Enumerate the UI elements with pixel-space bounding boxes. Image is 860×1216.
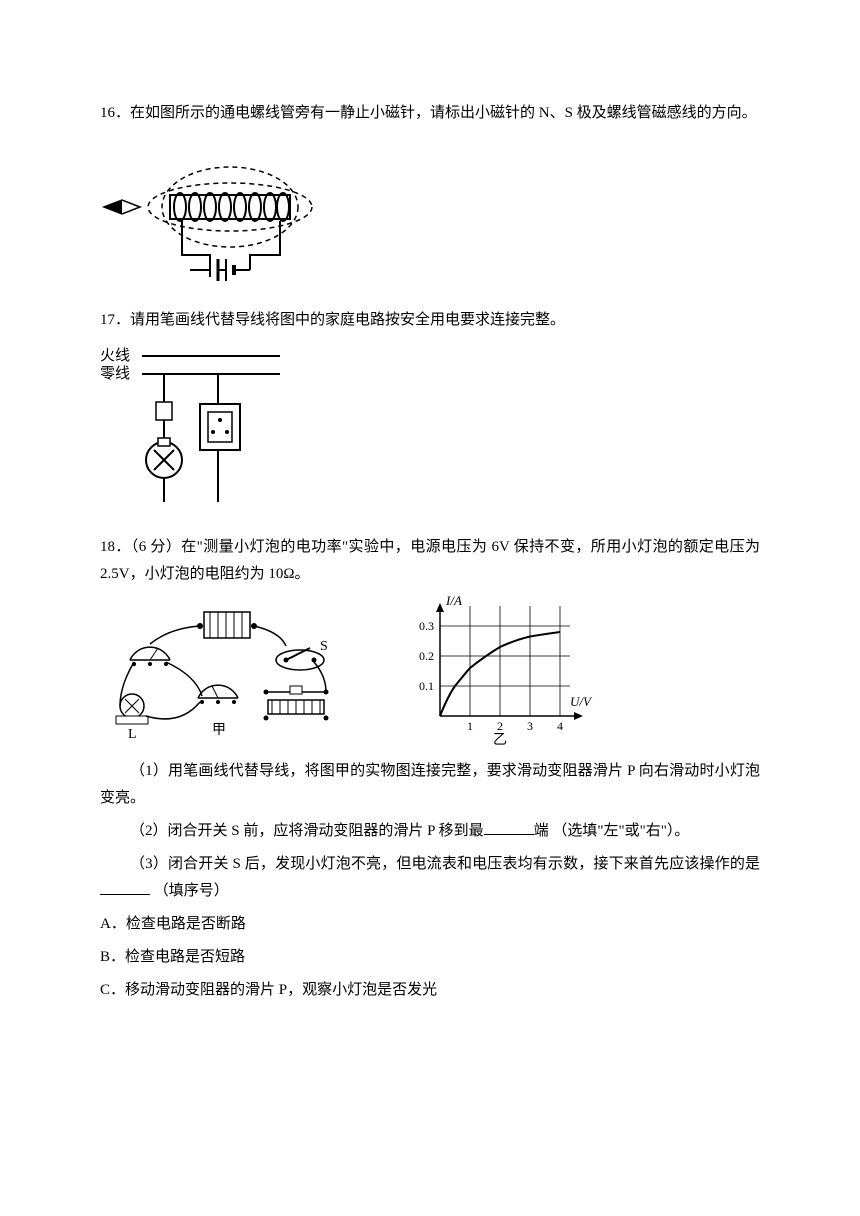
q16-text: 16．在如图所示的通电螺线管旁有一静止小磁针，请标出小磁针的 N、S 极及螺线管…	[100, 100, 760, 127]
q18-sub2: （2）闭合开关 S 前，应将滑动变阻器的滑片 P 移到最 端 （选填"左"或"右"…	[100, 818, 760, 845]
blank-2[interactable]	[100, 879, 150, 896]
svg-text:0.3: 0.3	[419, 619, 434, 633]
q18-circuit: S L	[100, 606, 360, 746]
svg-text:2: 2	[497, 719, 503, 733]
q18-sub3-b: （填序号）	[154, 883, 229, 899]
q18-sub1: （1）用笔画线代替导线，将图甲的实物图连接完整，要求滑动变阻器滑片 P 向右滑动…	[100, 758, 760, 812]
q18-sub3-a: （3）闭合开关 S 后，发现小灯泡不亮，但电流表和电压表均有示数，接下来首先应该…	[130, 856, 760, 872]
svg-text:0.1: 0.1	[419, 679, 434, 693]
blank-1[interactable]	[484, 819, 534, 836]
svg-text:S: S	[320, 639, 328, 654]
svg-text:U/V: U/V	[570, 694, 593, 709]
q18-figures: S L	[100, 596, 760, 746]
svg-text:0.2: 0.2	[419, 649, 434, 663]
svg-text:L: L	[128, 727, 137, 742]
caption-right: 乙	[493, 732, 507, 746]
q16-figure	[100, 135, 760, 295]
q18-opt-c: C．移动滑动变阻器的滑片 P，观察小灯泡是否发光	[100, 977, 760, 1004]
q18-opt-b: B．检查电路是否短路	[100, 944, 760, 971]
q18-graph: 0.1 0.2 0.3 1 2 3 4 I/A U/V 乙	[400, 596, 600, 746]
q17-figure: 火线 零线	[100, 342, 760, 522]
q18-intro: 18．（6 分）在"测量小灯泡的电功率"实验中，电源电压为 6V 保持不变，所用…	[100, 534, 760, 588]
svg-text:I/A: I/A	[445, 596, 462, 608]
svg-text:3: 3	[527, 719, 533, 733]
q18-sub3: （3）闭合开关 S 后，发现小灯泡不亮，但电流表和电压表均有示数，接下来首先应该…	[100, 851, 760, 905]
svg-text:1: 1	[467, 719, 473, 733]
q18-sub2-a: （2）闭合开关 S 前，应将滑动变阻器的滑片 P 移到最	[130, 823, 484, 839]
q18-opt-a: A．检查电路是否断路	[100, 911, 760, 938]
q18-sub2-b: 端 （选填"左"或"右"）。	[534, 823, 690, 839]
neutral-label: 零线	[100, 365, 130, 382]
q17-text: 17．请用笔画线代替导线将图中的家庭电路按安全用电要求连接完整。	[100, 307, 760, 334]
live-label: 火线	[100, 347, 130, 364]
caption-left: 甲	[212, 723, 226, 738]
svg-text:4: 4	[557, 719, 563, 733]
